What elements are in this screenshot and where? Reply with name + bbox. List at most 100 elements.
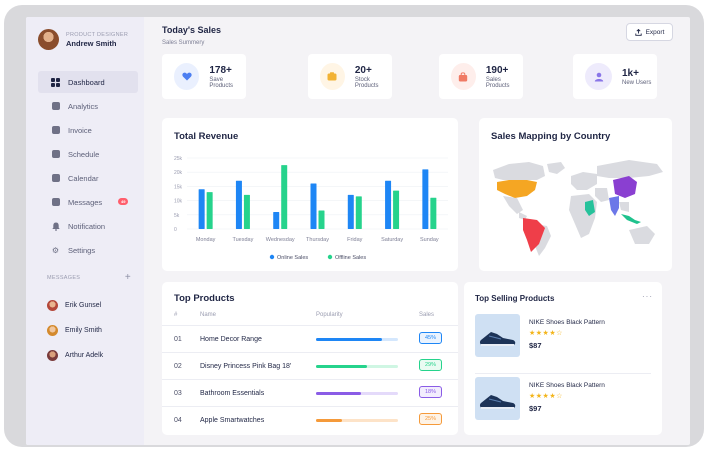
bag-icon bbox=[451, 63, 476, 90]
contact-item[interactable]: Erik Gunsel bbox=[47, 293, 103, 318]
avatar bbox=[47, 350, 58, 361]
x-tick-label: Wednesday bbox=[266, 237, 295, 243]
list-item[interactable]: NIKE Shoes Black Pattern ★★★★☆ $87 bbox=[475, 314, 655, 360]
sidebar-item-label: Notification bbox=[68, 221, 106, 231]
map-usa bbox=[497, 180, 537, 198]
map-indonesia bbox=[621, 214, 641, 224]
sidebar-item-calendar[interactable]: Calendar bbox=[38, 167, 138, 189]
contact-name: Arthur Adelk bbox=[65, 352, 104, 359]
stat-label: New Users bbox=[622, 79, 652, 86]
sales-map-card: Sales Mapping by Country bbox=[479, 118, 672, 271]
map-mexico bbox=[503, 196, 523, 214]
legend-label: Online Sales bbox=[277, 255, 308, 261]
avatar bbox=[47, 325, 58, 336]
stat-label: Save Products bbox=[209, 76, 234, 89]
y-tick-label: 25k bbox=[174, 156, 183, 162]
product-price: $97 bbox=[529, 404, 542, 413]
map-greenland bbox=[547, 162, 565, 174]
box-icon bbox=[320, 63, 345, 90]
row-number: 03 bbox=[174, 390, 182, 397]
sidebar-nav: Dashboard Analytics Invoice Schedule Cal… bbox=[38, 71, 138, 263]
map-brazil bbox=[523, 218, 545, 252]
messages-badge: 49 bbox=[118, 198, 129, 205]
export-button[interactable]: Export bbox=[626, 23, 673, 41]
bar-online bbox=[347, 194, 354, 229]
shoe-image bbox=[475, 314, 520, 357]
avatar bbox=[47, 300, 58, 311]
sidebar-item-dashboard[interactable]: Dashboard bbox=[38, 71, 138, 93]
x-tick-label: Sunday bbox=[420, 237, 439, 243]
product-name: NIKE Shoes Black Pattern bbox=[529, 319, 605, 326]
contact-item[interactable]: Arthur Adelk bbox=[47, 343, 103, 368]
add-contact-button[interactable]: + bbox=[124, 272, 131, 283]
sidebar-item-invoice[interactable]: Invoice bbox=[38, 119, 138, 141]
world-map[interactable] bbox=[479, 118, 672, 271]
sidebar-item-schedule[interactable]: Schedule bbox=[38, 143, 138, 165]
table-row[interactable]: 01 Home Decor Range 45% bbox=[162, 325, 458, 352]
page-title: Today's Sales bbox=[162, 25, 222, 35]
messages-icon bbox=[51, 198, 60, 207]
map-canada bbox=[493, 162, 545, 180]
contact-list: Erik Gunsel Emily Smith Arthur Adelk bbox=[47, 293, 103, 368]
messages-heading: MESSAGES bbox=[47, 275, 81, 281]
y-tick-label: 5k bbox=[174, 213, 180, 219]
list-item[interactable]: NIKE Shoes Black Pattern ★★★★☆ $97 bbox=[475, 377, 655, 423]
device-frame: PRODUCT DESIGNER Andrew Smith Dashboard … bbox=[4, 5, 704, 447]
revenue-chart: 25k 20k 15k 10k 5k 0 Monday Tuesday Wednesday Thu… bbox=[174, 156, 448, 261]
contact-name: Emily Smith bbox=[65, 327, 102, 334]
contact-name: Erik Gunsel bbox=[65, 302, 102, 309]
heart-icon bbox=[174, 63, 200, 90]
sidebar-item-analytics[interactable]: Analytics bbox=[38, 95, 138, 117]
product-name: Bathroom Essentials bbox=[200, 390, 265, 397]
invoice-icon bbox=[51, 126, 60, 135]
contact-item[interactable]: Emily Smith bbox=[47, 318, 103, 343]
rating-stars: ★★★★☆ bbox=[529, 330, 563, 337]
product-name: Disney Princess Pink Bag 18' bbox=[200, 363, 292, 370]
y-tick-label: 0 bbox=[174, 227, 177, 233]
table-row[interactable]: 04 Apple Smartwatches 25% bbox=[162, 406, 458, 433]
x-tick-label: Monday bbox=[196, 237, 216, 243]
sales-badge: 29% bbox=[419, 359, 442, 371]
total-revenue-card: Total Revenue 25k 20k 15k 10k 5k 0 Monday Tuesd… bbox=[162, 118, 458, 271]
x-tick-label: Friday bbox=[347, 237, 363, 243]
sidebar-item-messages[interactable]: Messages 49 bbox=[38, 191, 138, 213]
main-content: Today's Sales Sales Summery Export 178+ … bbox=[144, 17, 690, 445]
user-profile[interactable]: PRODUCT DESIGNER Andrew Smith bbox=[38, 29, 128, 50]
sales-badge: 45% bbox=[419, 332, 442, 344]
user-role: PRODUCT DESIGNER bbox=[66, 31, 129, 38]
stat-card-save-products[interactable]: 178+ Save Products bbox=[162, 54, 246, 99]
map-india bbox=[609, 196, 619, 216]
product-name: NIKE Shoes Black Pattern bbox=[529, 382, 605, 389]
y-tick-label: 15k bbox=[174, 184, 183, 190]
export-icon bbox=[634, 28, 642, 36]
user-name: Andrew Smith bbox=[66, 38, 117, 48]
calendar-icon bbox=[51, 174, 60, 183]
product-price: $87 bbox=[529, 341, 542, 350]
bar-offline bbox=[318, 210, 325, 229]
product-name: Home Decor Range bbox=[200, 336, 262, 343]
map-russia bbox=[597, 160, 663, 178]
dashboard-icon bbox=[51, 77, 60, 87]
legend-marker bbox=[269, 254, 275, 260]
card-title: Top Products bbox=[174, 293, 235, 304]
stat-card-sales-products[interactable]: 190+ Sales Products bbox=[439, 54, 523, 99]
x-tick-label: Thursday bbox=[306, 237, 329, 243]
more-options-icon[interactable]: ··· bbox=[642, 292, 653, 301]
sidebar-item-settings[interactable]: ⚙ Settings bbox=[38, 239, 138, 261]
stat-card-new-users[interactable]: 1k+ New Users bbox=[573, 54, 657, 99]
sidebar-item-notification[interactable]: Notification bbox=[38, 215, 138, 237]
popularity-bar bbox=[316, 365, 398, 368]
map-china bbox=[613, 176, 637, 198]
popularity-bar bbox=[316, 338, 398, 341]
bar-offline bbox=[393, 190, 400, 229]
table-row[interactable]: 02 Disney Princess Pink Bag 18' 29% bbox=[162, 352, 458, 379]
gear-icon: ⚙ bbox=[51, 245, 60, 255]
analytics-icon bbox=[51, 102, 60, 111]
row-number: 02 bbox=[174, 363, 182, 370]
stat-card-stock-products[interactable]: 20+ Stock Products bbox=[308, 54, 392, 99]
page-subtitle: Sales Summery bbox=[162, 40, 205, 46]
rating-stars: ★★★★☆ bbox=[529, 393, 563, 400]
table-row[interactable]: 03 Bathroom Essentials 18% bbox=[162, 379, 458, 406]
popularity-bar bbox=[316, 392, 398, 395]
map-central-america bbox=[519, 212, 527, 220]
